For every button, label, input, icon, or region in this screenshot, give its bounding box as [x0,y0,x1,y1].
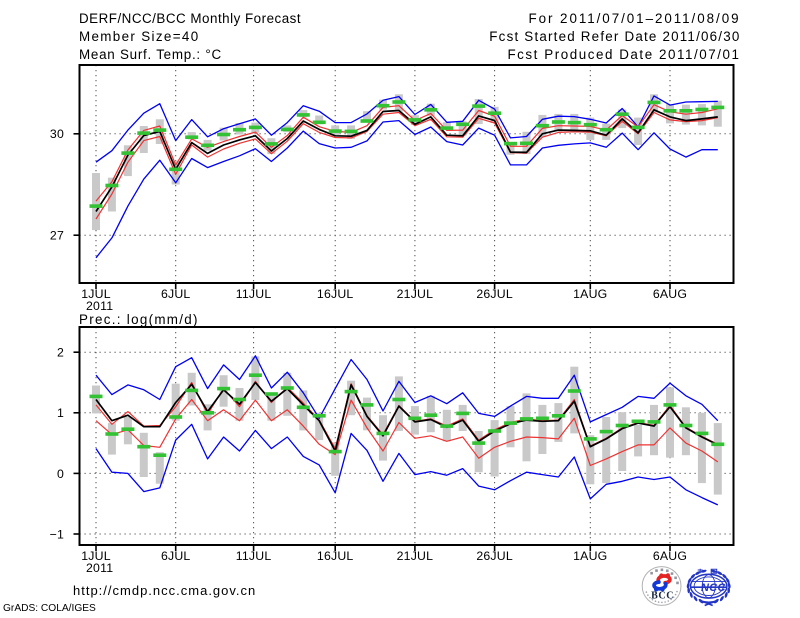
svg-text:16JUL: 16JUL [317,287,354,301]
svg-text:6AUG: 6AUG [653,549,687,563]
svg-text:2011: 2011 [86,561,113,575]
svg-text:2011: 2011 [86,299,113,313]
svg-text:30: 30 [50,127,64,141]
svg-text:NCC: NCC [701,582,726,594]
svg-text:11JUL: 11JUL [236,549,272,563]
svg-text:16JUL: 16JUL [317,549,354,563]
svg-text:1AUG: 1AUG [573,287,607,301]
svg-text:27: 27 [50,229,64,243]
svg-text:26JUL: 26JUL [476,549,513,563]
svg-text:21JUL: 21JUL [397,549,434,563]
svg-text:21JUL: 21JUL [397,287,434,301]
svg-text:26JUL: 26JUL [476,287,513,301]
svg-text:0: 0 [57,467,64,481]
svg-text:1AUG: 1AUG [573,549,607,563]
svg-text:6AUG: 6AUG [653,287,687,301]
svg-text:1JUL: 1JUL [81,287,111,301]
svg-text:6JUL: 6JUL [161,287,191,301]
svg-text:6JUL: 6JUL [161,549,191,563]
svg-text:−1: −1 [50,527,64,541]
svg-text:2: 2 [57,346,64,360]
svg-text:BCC: BCC [651,591,674,602]
svg-text:1JUL: 1JUL [81,549,111,563]
svg-text:11JUL: 11JUL [236,287,272,301]
svg-text:1: 1 [57,406,64,420]
